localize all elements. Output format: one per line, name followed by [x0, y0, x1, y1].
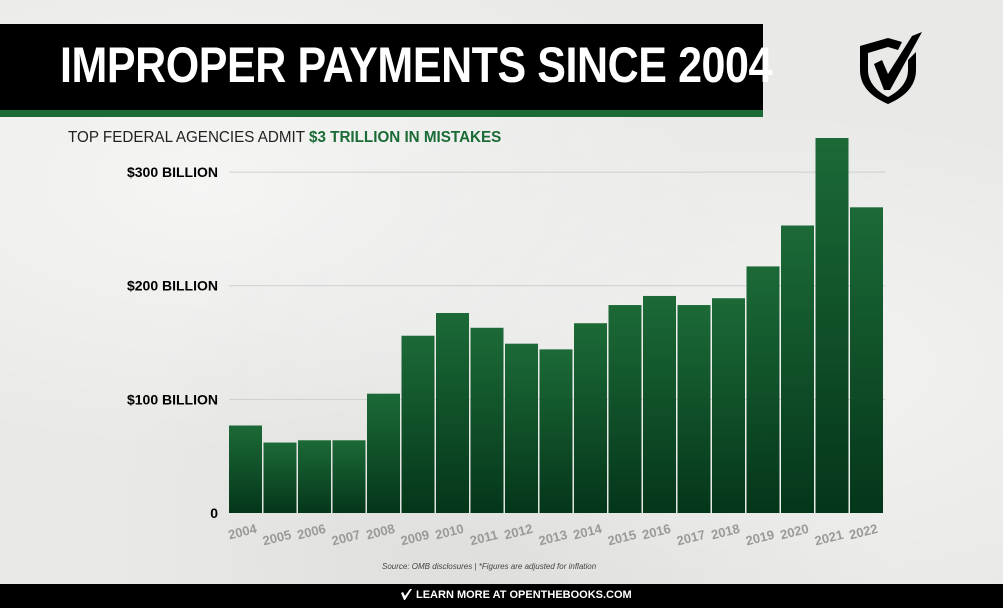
bar-2015	[608, 305, 642, 513]
x-tick-label: 2022	[848, 521, 880, 543]
bar-2009	[401, 335, 435, 513]
bar-2006	[298, 440, 331, 513]
bar-2016	[643, 295, 676, 513]
subtitle: TOP FEDERAL AGENCIES ADMIT $3 TRILLION I…	[68, 129, 501, 147]
bar-2010	[436, 313, 469, 513]
x-tick-label: 2011	[468, 527, 499, 548]
bar-2008	[367, 393, 400, 513]
bar-2004	[229, 425, 262, 513]
page-title: IMPROPER PAYMENTS SINCE 2004	[60, 37, 773, 93]
x-tick-label: 2021	[813, 527, 845, 549]
x-tick-label: 2009	[399, 527, 431, 549]
y-tick-label: $200 BILLION	[127, 278, 218, 294]
check-icon	[401, 589, 412, 600]
x-tick-label: 2005	[261, 527, 293, 549]
bar-2021	[815, 138, 849, 513]
subtitle-prefix: TOP FEDERAL AGENCIES ADMIT	[68, 129, 305, 146]
bar-2007	[332, 440, 366, 513]
source-note: Source: OMB disclosures | *Figures are a…	[382, 562, 597, 571]
bar-2011	[470, 327, 504, 513]
bar-2005	[263, 442, 297, 513]
x-tick-label: 2016	[641, 521, 673, 543]
x-axis-labels: 2004 2005 2006 2007 2008 2009 2010 2011 2012 2013…	[227, 521, 880, 549]
y-tick-label: 0	[210, 505, 218, 521]
y-tick-label: $300 BILLION	[127, 164, 218, 180]
bar-2017	[677, 305, 711, 513]
footer-bar	[0, 584, 1003, 608]
x-tick-label: 2015	[606, 527, 638, 549]
subtitle-highlight: $3 TRILLION IN MISTAKES	[309, 129, 502, 146]
bar-2014	[574, 323, 607, 513]
bar-2020	[781, 225, 814, 513]
bar-2019	[746, 266, 780, 513]
y-axis-labels: 0 $100 BILLION $200 BILLION $300 BILLION	[127, 164, 218, 521]
x-tick-label: 2013	[537, 527, 569, 549]
bar-2022	[850, 207, 883, 513]
bar-2013	[539, 349, 573, 513]
x-tick-label: 2019	[744, 527, 776, 549]
x-tick-label: 2018	[710, 521, 742, 543]
title-bar	[0, 24, 763, 110]
title-accent-stripe	[0, 110, 763, 117]
x-tick-label: 2007	[330, 527, 362, 549]
x-tick-label: 2010	[434, 521, 466, 543]
x-tick-label: 2006	[296, 521, 328, 543]
footer-link[interactable]: LEARN MORE AT OPENTHEBOOKS.COM	[400, 589, 632, 601]
x-tick-label: 2004	[227, 521, 259, 543]
x-tick-label: 2008	[365, 521, 397, 543]
x-tick-label: 2020	[779, 521, 811, 543]
x-tick-label: 2014	[572, 521, 604, 543]
x-tick-label: 2017	[675, 527, 707, 549]
shield-check-icon	[860, 32, 922, 104]
bar-2018	[712, 298, 745, 513]
bar-2012	[505, 343, 538, 513]
y-tick-label: $100 BILLION	[127, 391, 218, 407]
bars	[229, 138, 883, 513]
x-tick-label: 2012	[503, 521, 535, 543]
footer-text: LEARN MORE AT OPENTHEBOOKS.COM	[416, 589, 632, 601]
